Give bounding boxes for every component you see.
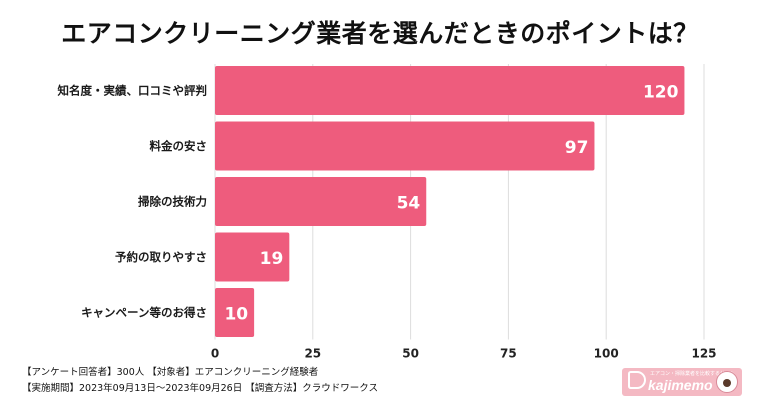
category-label: 知名度・実績、口コミや評判: [57, 84, 208, 98]
x-tick-label: 0: [211, 347, 219, 361]
bar-value-label: 97: [565, 138, 589, 158]
chart-title: エアコンクリーニング業者を選んだときのポイントは？: [61, 19, 699, 48]
logo-tagline: エアコン・掃除業者を比較するサイト: [650, 371, 736, 377]
category-label: 料金の安さ: [150, 139, 208, 153]
bar-value-label: 10: [224, 305, 248, 325]
sheep-mascot-icon: [716, 371, 738, 393]
x-tick-label: 100: [594, 347, 619, 361]
bar-value-label: 19: [260, 249, 284, 269]
survey-period-note: 【実施期間】2023年09月13日〜2023年09月26日 【調査方法】クラウド…: [22, 383, 378, 394]
bar: [215, 177, 427, 226]
bar-value-label: 54: [397, 194, 421, 214]
survey-respondents-note: 【アンケート回答者】300人 【対象者】エアコンクリーニング経験者: [22, 367, 319, 378]
site-logo: エアコン・掃除業者を比較するサイト kajimemo: [622, 368, 742, 396]
bar-value-label: 120: [643, 83, 679, 103]
category-label: キャンペーン等のお得さ: [81, 306, 207, 320]
bar-chart: 0 25 50 75 100 125 120 知名度・実績、口コミや評判 97 料金の安さ 54 掃除…: [57, 64, 717, 361]
bar: [215, 121, 595, 171]
category-label: 掃除の技術力: [138, 195, 207, 209]
bar: [215, 288, 255, 337]
x-tick-label: 25: [304, 347, 321, 361]
x-tick-label: 125: [691, 347, 716, 361]
logo-mark-icon: [628, 371, 646, 389]
x-tick-label: 50: [402, 347, 419, 361]
bar: [215, 232, 290, 282]
x-tick-label: 75: [500, 347, 517, 361]
logo-wordmark: kajimemo: [648, 377, 713, 393]
bar: [215, 66, 685, 115]
category-label: 予約の取りやすさ: [115, 250, 207, 264]
